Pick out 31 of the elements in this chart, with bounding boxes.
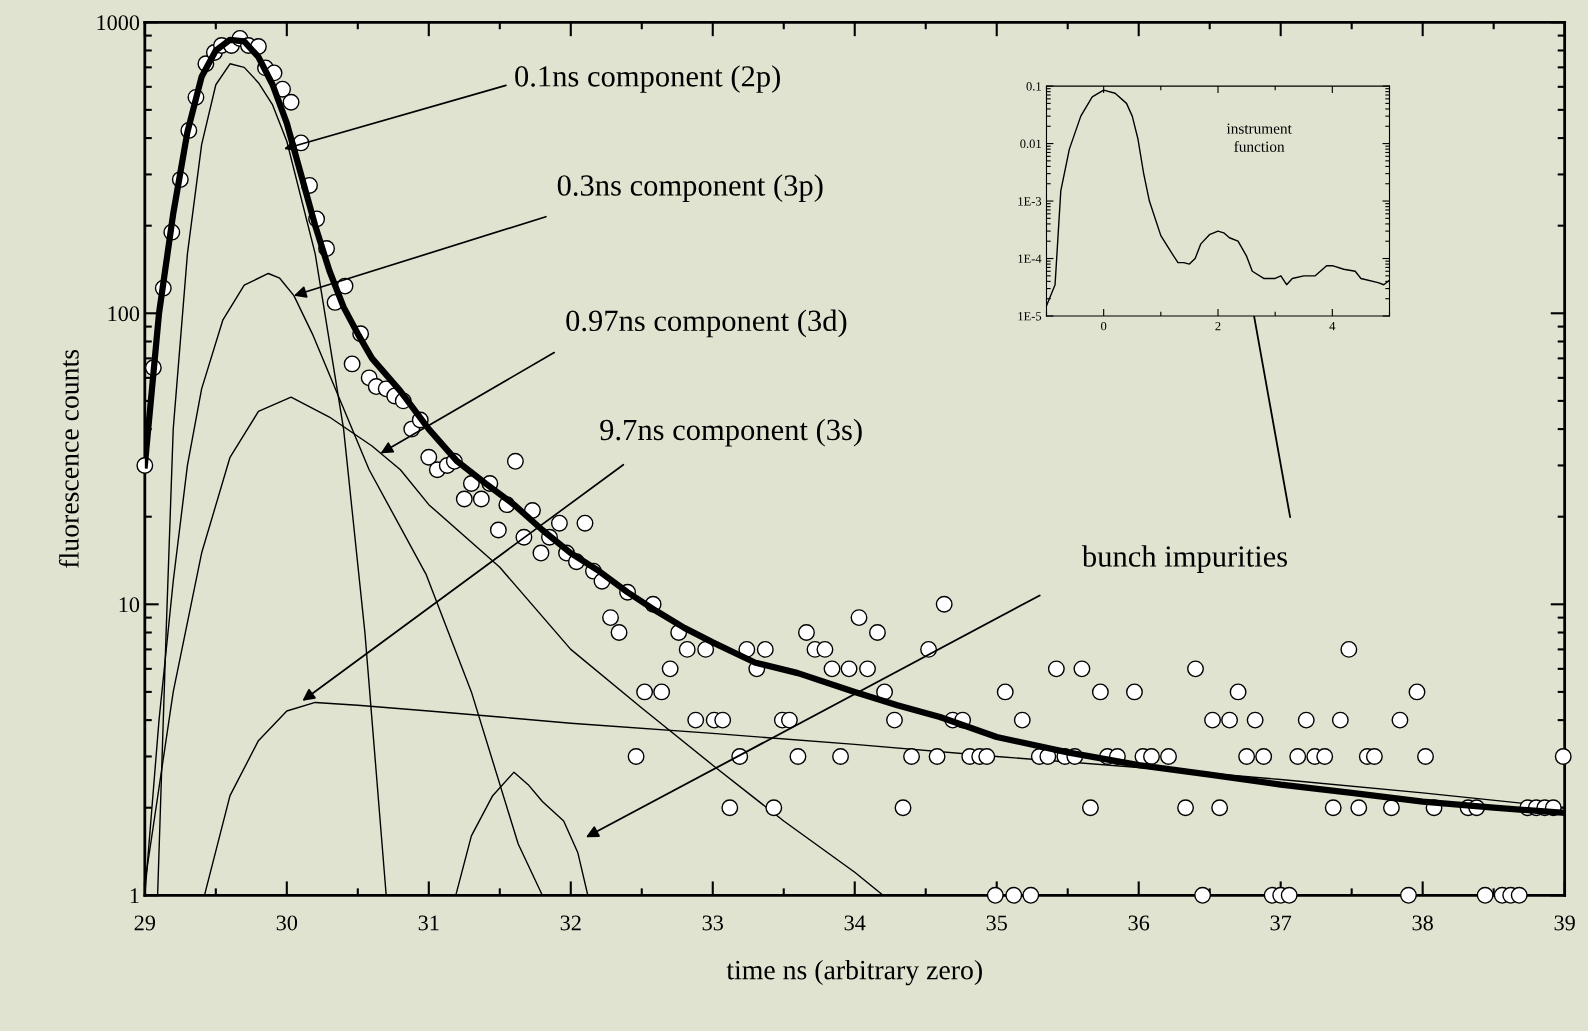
annotation: 0.97ns component (3d) [566, 309, 847, 338]
x-tick-label: 37 [1270, 915, 1292, 931]
x-axis-title: time ns (arbitrary zero) [726, 959, 982, 986]
y-axis-title: fluorescence counts [58, 349, 79, 568]
y-tick-label: 1E-4 [1018, 254, 1042, 263]
x-tick-label: 39 [1554, 915, 1575, 931]
x-tick-label: 36 [1128, 915, 1150, 931]
y-tick-label: 1000 [97, 15, 140, 31]
x-tick-label: 31 [418, 915, 439, 931]
y-tick-label: 1E-5 [1018, 312, 1042, 321]
x-tick-label: 30 [276, 915, 298, 931]
x-tick-label: 34 [844, 915, 866, 931]
annotation: bunch impurities [1081, 545, 1288, 574]
x-tick-label: 32 [560, 915, 581, 931]
x-tick-label: 38 [1412, 915, 1433, 931]
x-tick-label: 29 [134, 915, 156, 931]
y-tick-label: 1E-3 [1018, 197, 1042, 206]
x-tick-label: 35 [986, 915, 1007, 931]
x-tick-label: 33 [702, 915, 723, 931]
x-tick-label: 0 [1101, 321, 1107, 331]
annotation: instrument function [1226, 123, 1292, 152]
annotation: 0.1ns component (2p) [515, 65, 780, 93]
x-tick-label: 4 [1329, 322, 1336, 331]
y-tick-label: 100 [108, 306, 140, 322]
y-tick-label: 1 [130, 888, 139, 904]
x-tick-label: 2 [1215, 321, 1221, 331]
annotation: 9.7ns component (3s) [600, 418, 862, 447]
y-tick-label: 0.1 [1026, 82, 1041, 91]
y-tick-label: 10 [119, 597, 140, 613]
annotation: 0.3ns component (3p) [557, 174, 823, 202]
y-tick-label: 0.01 [1020, 139, 1041, 149]
